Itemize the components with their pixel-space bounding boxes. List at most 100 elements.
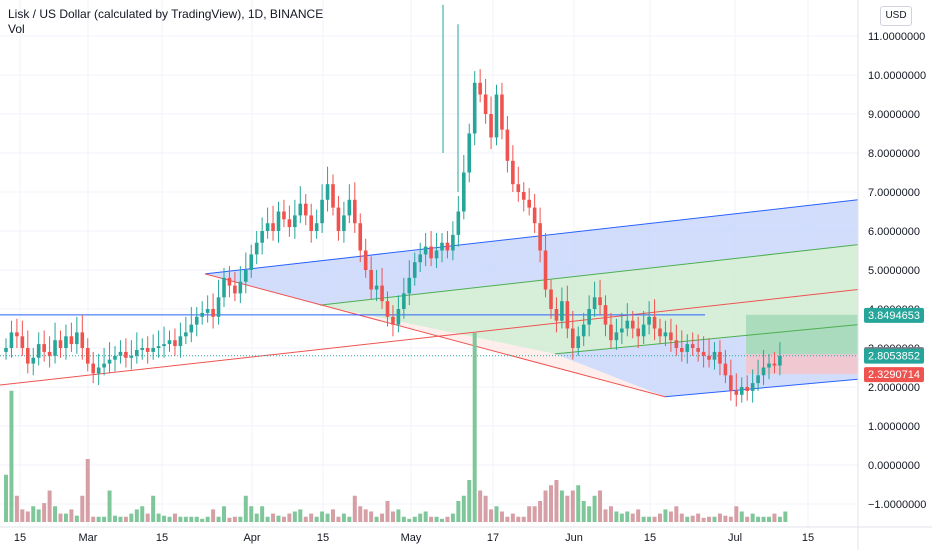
volume-bar [450, 513, 455, 522]
volume-bar [9, 390, 14, 522]
volume-bar [521, 516, 526, 522]
candle-body [211, 309, 215, 317]
candle-body [244, 270, 248, 282]
volume-bar [200, 518, 205, 522]
candle-body [342, 215, 346, 231]
volume-bar [172, 513, 177, 522]
candle-body [669, 332, 673, 341]
candle-body [674, 340, 679, 348]
candle-body [140, 348, 145, 350]
x-tick-label: May [401, 532, 422, 544]
volume-bar [434, 516, 439, 522]
pitchfork-handle-line [204, 273, 666, 398]
volume-bar [227, 517, 232, 522]
volume-bar [750, 513, 755, 522]
volume-bar [505, 516, 510, 522]
candle-body [118, 351, 123, 356]
volume-bar [576, 485, 581, 522]
volume-bar [352, 495, 357, 522]
volume-bar [69, 509, 74, 522]
candle-body [565, 301, 570, 329]
candle-body [205, 309, 210, 313]
volume-bar [183, 516, 188, 522]
candle-body [151, 348, 155, 352]
candle-body [445, 242, 450, 251]
volume-bar [494, 506, 499, 522]
candle-body [576, 336, 581, 348]
candle-body [478, 82, 482, 95]
volume-bar [162, 515, 167, 522]
volume-bar [36, 509, 41, 522]
y-tick-label: 6.0000000 [868, 226, 920, 238]
candle-body [456, 211, 461, 235]
volume-bar [674, 506, 679, 522]
x-tick-label: Apr [243, 532, 260, 544]
y-tick-label: 10.0000000 [868, 70, 926, 82]
candle-body [690, 344, 695, 348]
candle-body [483, 94, 488, 114]
volume-bar [58, 513, 63, 522]
candle-body [538, 223, 542, 251]
volume-bar [314, 516, 319, 522]
candle-body [609, 324, 613, 341]
volume-bar [647, 516, 652, 522]
volume-bar [140, 506, 145, 522]
candle-body [189, 324, 194, 333]
volume-bar [761, 516, 766, 522]
volume-bar [418, 513, 423, 522]
volume-bar [587, 506, 592, 522]
volume-bar [205, 516, 210, 522]
x-tick-label: 17 [487, 532, 499, 544]
volume-bar [707, 516, 712, 522]
volume-bar [728, 516, 733, 522]
candle-body [407, 277, 412, 294]
volume-bar [538, 501, 543, 522]
volume-bar [510, 513, 515, 522]
volume-bar [113, 515, 117, 522]
channel-upper-line [204, 199, 859, 275]
currency-button[interactable]: USD [880, 6, 912, 26]
volume-bar [249, 506, 254, 522]
candle-body [440, 242, 444, 251]
time-axis[interactable]: 15 Mar 15 Apr 15 May 17 Jun 15 Jul 15 [0, 526, 932, 544]
candle-body [396, 309, 401, 325]
volume-bar [390, 511, 395, 522]
volume-bar [516, 516, 521, 522]
volume-bar [167, 516, 172, 522]
candle-body [36, 344, 41, 358]
y-tick-label: 1.0000000 [868, 421, 920, 433]
candle-body [647, 316, 651, 325]
candle-body [238, 281, 243, 294]
volume-bar [254, 513, 259, 522]
candle-body [696, 348, 700, 352]
candle-body [571, 328, 575, 348]
volume-bar [685, 516, 690, 522]
volume-bar [532, 506, 537, 522]
candle-body [276, 211, 281, 231]
candle-body [53, 340, 57, 356]
candle-body [380, 285, 384, 302]
volume-bar [668, 511, 673, 522]
price-tag-bg [864, 348, 924, 364]
price-axis[interactable]: 11.0000000 10.0000000 9.0000000 8.0000000 7.… [857, 0, 926, 550]
candle-body [184, 332, 188, 337]
candle-body [756, 375, 760, 384]
volume-bar [47, 490, 52, 522]
volume-bar [756, 516, 761, 522]
volume-bar [222, 506, 226, 522]
candle-body [15, 332, 19, 337]
volume-bar [243, 495, 248, 522]
candle-body [587, 309, 591, 325]
long-position-profit-zone [746, 314, 858, 355]
x-tick-label: Jun [565, 532, 583, 544]
volume-bar [96, 516, 101, 522]
candle-body [712, 351, 717, 360]
candle-body [336, 207, 341, 231]
volume-bar [20, 509, 25, 522]
volume-bar [63, 513, 68, 522]
volume-bar [151, 495, 156, 522]
candle-body [58, 340, 63, 348]
candle-body [778, 355, 782, 366]
